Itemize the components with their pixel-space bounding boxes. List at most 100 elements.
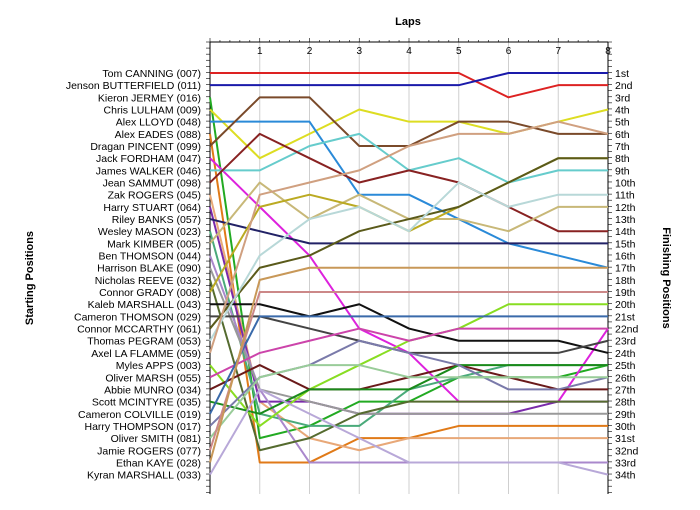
starting-position-label: Zak ROGERS (045) bbox=[108, 190, 201, 202]
starting-position-label: Jamie ROGERS (077) bbox=[97, 445, 201, 457]
finishing-position-label: 32nd bbox=[615, 445, 639, 457]
x-tick-label: 5 bbox=[456, 46, 462, 57]
right-labels: 1st2nd3rd4th5th6th7th8th9th10th11th12th1… bbox=[615, 68, 639, 482]
left-labels: Tom CANNING (007)Jenson BUTTERFIELD (011… bbox=[66, 68, 201, 482]
starting-position-label: Harry THOMPSON (017) bbox=[85, 421, 202, 433]
starting-position-label: Jenson BUTTERFIELD (011) bbox=[66, 80, 201, 92]
finishing-position-label: 4th bbox=[615, 105, 630, 117]
finishing-position-label: 31st bbox=[615, 433, 635, 445]
starting-position-label: Thomas PEGRAM (053) bbox=[87, 336, 201, 348]
starting-position-label: Nicholas REEVE (032) bbox=[95, 275, 201, 287]
starting-position-label: Mark KIMBER (005) bbox=[107, 238, 201, 250]
finishing-position-label: 29th bbox=[615, 409, 636, 421]
finishing-position-label: 5th bbox=[615, 117, 630, 129]
starting-position-label: Riley BANKS (057) bbox=[112, 214, 201, 226]
finishing-position-label: 30th bbox=[615, 421, 636, 433]
x-ticks: 1 2 3 4 5 6 7 8 bbox=[257, 46, 611, 57]
series-line-22 bbox=[209, 157, 608, 330]
series-line-26 bbox=[209, 327, 608, 379]
starting-position-label: Dragan PINCENT (099) bbox=[90, 141, 201, 153]
starting-position-label: Scott MCINTYRE (035) bbox=[92, 397, 201, 409]
starting-position-label: Oliver MARSH (055) bbox=[105, 372, 201, 384]
series-line-10 bbox=[209, 132, 608, 233]
finishing-position-label: 7th bbox=[615, 141, 630, 153]
finishing-position-label: 34th bbox=[615, 470, 636, 482]
starting-position-label: Jean SAMMUT (098) bbox=[103, 178, 201, 190]
x-tick-label: 4 bbox=[406, 46, 412, 57]
x-tick-label: 3 bbox=[356, 46, 362, 57]
starting-position-label: Alex EADES (088) bbox=[115, 129, 201, 141]
x-tick-label: 1 bbox=[257, 46, 263, 57]
finishing-position-label: 17th bbox=[615, 263, 636, 275]
starting-position-label: Alex LLOYD (048) bbox=[116, 117, 201, 129]
y-axis-label-right: Finishing Positions bbox=[660, 227, 672, 328]
starting-position-label: Kieron JERMEY (016) bbox=[98, 92, 201, 104]
finishing-position-label: 6th bbox=[615, 129, 630, 141]
series-line-23 bbox=[209, 181, 608, 342]
series-line-2 bbox=[210, 72, 608, 87]
finishing-position-label: 8th bbox=[615, 153, 630, 165]
finishing-position-label: 16th bbox=[615, 251, 636, 263]
finishing-position-label: 33rd bbox=[615, 457, 636, 469]
x-tick-label: 8 bbox=[605, 46, 611, 57]
finishing-position-label: 3rd bbox=[615, 92, 630, 104]
finishing-position-label: 19th bbox=[615, 287, 636, 299]
starting-position-label: Kyran MARSHALL (033) bbox=[87, 470, 201, 482]
x-tick-label: 2 bbox=[307, 46, 313, 57]
finishing-position-label: 18th bbox=[615, 275, 636, 287]
starting-position-label: Abbie MUNRO (034) bbox=[104, 384, 201, 396]
finishing-position-label: 2nd bbox=[615, 80, 633, 92]
x-tick-label: 7 bbox=[555, 46, 561, 57]
finishing-position-label: 10th bbox=[615, 178, 636, 190]
starting-position-label: Wesley MASON (023) bbox=[98, 226, 201, 238]
finishing-position-label: 25th bbox=[615, 360, 636, 372]
starting-position-label: Connor GRADY (008) bbox=[99, 287, 201, 299]
finishing-position-label: 9th bbox=[615, 165, 630, 177]
finishing-position-label: 21st bbox=[615, 311, 635, 323]
starting-position-label: Cameron THOMSON (029) bbox=[74, 311, 201, 323]
starting-position-label: Axel LA FLAMME (059) bbox=[91, 348, 201, 360]
series-line-31 bbox=[209, 364, 608, 439]
finishing-position-label: 20th bbox=[615, 299, 636, 311]
x-tick-label: 6 bbox=[506, 46, 512, 57]
series-line-34 bbox=[209, 388, 609, 476]
finishing-position-label: 1st bbox=[615, 68, 629, 80]
starting-position-label: Tom CANNING (007) bbox=[102, 68, 201, 80]
starting-position-label: Harry STUART (064) bbox=[103, 202, 201, 214]
series-line-24 bbox=[209, 120, 609, 354]
starting-position-label: Kaleb MARSHALL (043) bbox=[88, 299, 201, 311]
series-line-33 bbox=[209, 266, 608, 463]
finishing-position-label: 15th bbox=[615, 238, 636, 250]
starting-position-label: Ben THOMSON (044) bbox=[98, 251, 201, 263]
finishing-position-label: 11th bbox=[615, 190, 635, 202]
finishing-position-label: 13th bbox=[615, 214, 636, 226]
series-line-18 bbox=[209, 279, 608, 452]
finishing-position-label: 14th bbox=[615, 226, 636, 238]
starting-position-label: Connor MCCARTHY (061) bbox=[77, 324, 201, 336]
starting-position-label: Jack FORDHAM (047) bbox=[96, 153, 201, 165]
series-line-13 bbox=[209, 218, 608, 245]
series-line-32 bbox=[209, 291, 608, 451]
finishing-position-label: 27th bbox=[615, 384, 636, 396]
series-line-1 bbox=[210, 72, 608, 99]
starting-position-label: Cameron COLVILLE (019) bbox=[78, 409, 201, 421]
starting-position-label: Myles APPS (003) bbox=[116, 360, 201, 372]
starting-position-label: Harrison BLAKE (090) bbox=[97, 263, 201, 275]
y-axis-label-left: Starting Positions bbox=[24, 231, 36, 325]
finishing-position-label: 23rd bbox=[615, 336, 636, 348]
finishing-position-label: 24th bbox=[615, 348, 636, 360]
starting-position-label: James WALKER (046) bbox=[96, 165, 201, 177]
starting-position-label: Oliver SMITH (081) bbox=[111, 433, 201, 445]
series-layer bbox=[209, 72, 609, 476]
series-line-28 bbox=[209, 364, 608, 415]
series-line-5 bbox=[210, 120, 609, 269]
series-line-20 bbox=[210, 303, 609, 354]
series-line-17 bbox=[209, 267, 608, 415]
finishing-position-label: 26th bbox=[615, 372, 636, 384]
finishing-position-label: 22nd bbox=[615, 324, 639, 336]
chart-title: Laps bbox=[395, 16, 421, 28]
finishing-position-label: 12th bbox=[615, 202, 636, 214]
starting-position-label: Chris LULHAM (009) bbox=[104, 105, 201, 117]
